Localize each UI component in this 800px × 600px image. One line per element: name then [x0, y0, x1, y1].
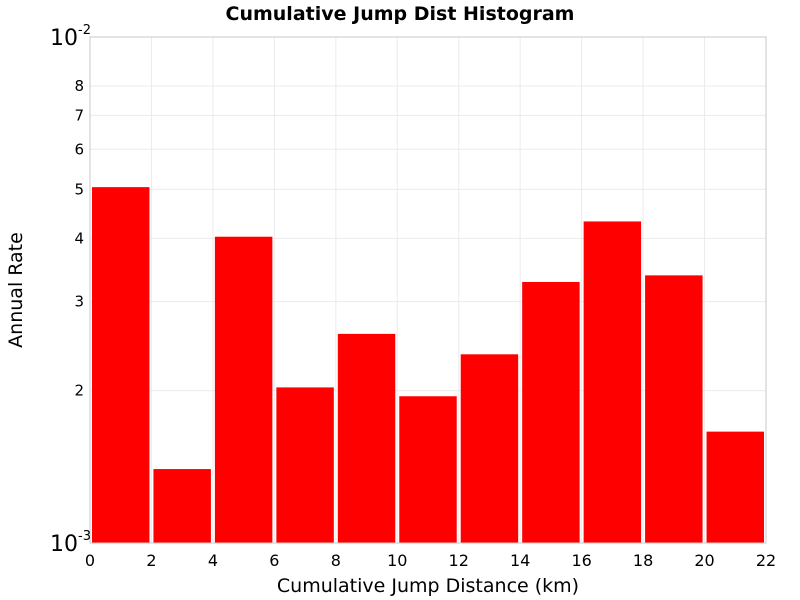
y-tick-label: 5 [74, 180, 84, 198]
x-tick-label: 10 [387, 551, 407, 570]
bar [399, 396, 457, 543]
bar [214, 236, 273, 544]
x-tick-label: 18 [633, 551, 653, 570]
x-tick-label: 8 [331, 551, 341, 570]
y-decade-exponent: -3 [78, 529, 91, 544]
y-decade-label: 10-2 [50, 23, 91, 51]
y-tick-label: 2 [74, 382, 84, 400]
x-tick-label: 2 [146, 551, 156, 570]
bars [92, 187, 764, 544]
x-tick-label: 20 [694, 551, 714, 570]
x-tick-label: 14 [510, 551, 530, 570]
x-tick-label: 16 [571, 551, 591, 570]
y-tick-label: 8 [74, 77, 84, 95]
y-tick-label: 4 [74, 229, 84, 247]
bar [276, 387, 334, 543]
x-tick-label: 6 [269, 551, 279, 570]
bar [153, 469, 211, 543]
x-tick-label: 4 [208, 551, 218, 570]
bar [645, 275, 703, 543]
x-tick-label: 12 [449, 551, 469, 570]
y-decade-exponent: -2 [78, 23, 91, 38]
x-tick-label: 0 [85, 551, 95, 570]
x-tick-label: 22 [756, 551, 776, 570]
bar [460, 354, 519, 543]
plot-border [89, 36, 767, 544]
bar [522, 281, 580, 543]
chart-title: Cumulative Jump Dist Histogram [226, 3, 575, 25]
y-tick-label: 7 [74, 106, 84, 124]
grid [89, 37, 767, 543]
x-axis-ticks: 0 2 4 6 8 10 12 14 16 18 20 22 [85, 551, 776, 570]
y-tick-label: 3 [74, 293, 84, 311]
bar [337, 333, 396, 543]
x-axis-label: Cumulative Jump Distance (km) [277, 575, 579, 597]
bar [92, 187, 150, 543]
bar [706, 431, 764, 543]
y-tick-label: 6 [74, 140, 84, 158]
y-axis-label: Annual Rate [5, 232, 27, 348]
bar [583, 221, 642, 543]
